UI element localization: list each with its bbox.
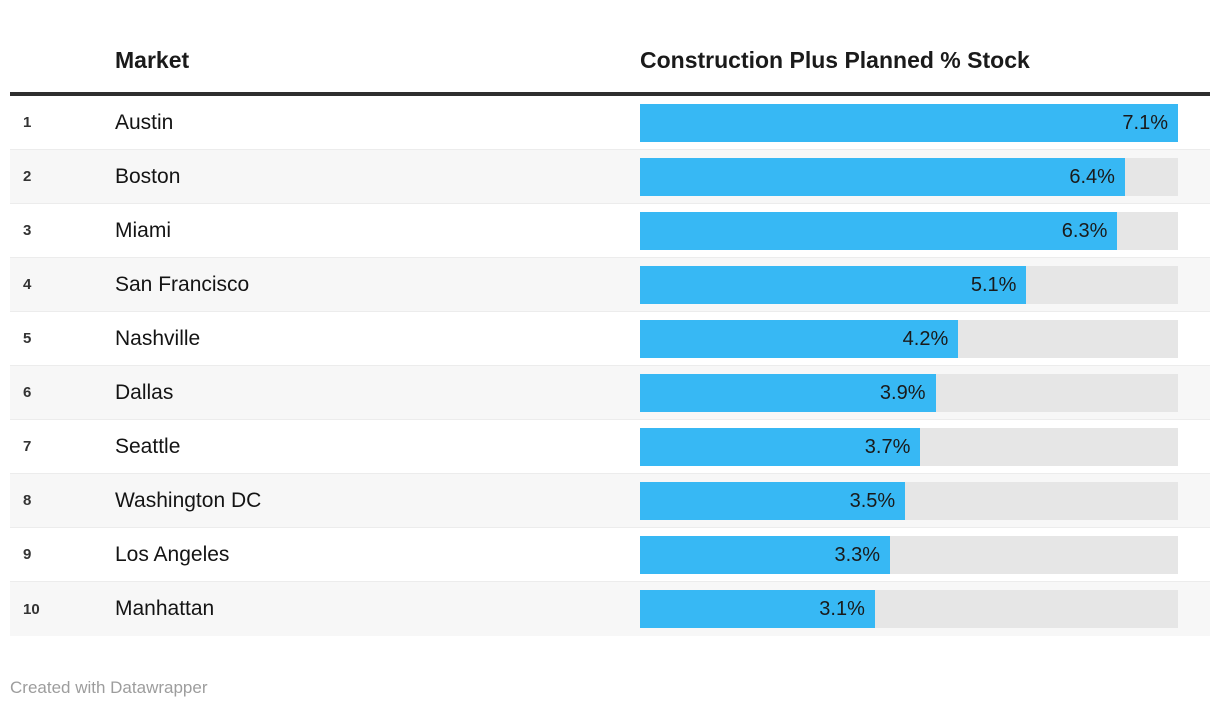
- table-row: 8 Washington DC 3.5%: [10, 474, 1210, 528]
- bar-cell: 6.3%: [640, 211, 1178, 250]
- market-column-header: Market: [115, 47, 190, 73]
- table-row: 10 Manhattan 3.1%: [10, 582, 1210, 636]
- value-bar: 3.1%: [640, 590, 875, 628]
- table-row: 9 Los Angeles 3.3%: [10, 528, 1210, 582]
- bar-value-label: 3.1%: [819, 598, 865, 620]
- value-bar: 7.1%: [640, 103, 1178, 142]
- row-market-label: Miami: [115, 218, 171, 242]
- row-market-label: Seattle: [115, 434, 181, 458]
- bar-track: 3.3%: [640, 535, 1178, 574]
- value-bar: 5.1%: [640, 265, 1027, 304]
- row-market-label: Nashville: [115, 326, 201, 350]
- bar-value-label: 3.9%: [879, 381, 926, 404]
- bar-track: 3.1%: [640, 590, 1178, 628]
- bar-track: 3.9%: [640, 373, 1178, 412]
- row-rank: 6: [23, 384, 32, 401]
- table-row: 4 San Francisco 5.1%: [10, 258, 1210, 312]
- value-bar: 3.5%: [640, 481, 906, 520]
- value-bar: 3.9%: [640, 373, 936, 412]
- value-bar: 3.3%: [640, 535, 891, 574]
- table-row: 7 Seattle 3.7%: [10, 420, 1210, 474]
- bar-track: 4.2%: [640, 319, 1178, 358]
- row-market-label: Los Angeles: [115, 542, 230, 566]
- bar-value-label: 3.7%: [864, 435, 911, 458]
- bar-track: 7.1%: [640, 103, 1178, 142]
- row-market-label: Dallas: [115, 380, 174, 404]
- value-bar: 6.3%: [640, 211, 1118, 250]
- row-rank: 3: [23, 222, 32, 239]
- table-row: 6 Dallas 3.9%: [10, 366, 1210, 420]
- row-rank: 7: [23, 438, 32, 455]
- bar-cell: 6.4%: [640, 157, 1178, 196]
- table-header: Market Construction Plus Planned % Stock: [10, 0, 1210, 96]
- bar-value-label: 5.1%: [970, 273, 1017, 296]
- table-row: 5 Nashville 4.2%: [10, 312, 1210, 366]
- row-market-label: Manhattan: [115, 597, 215, 620]
- row-rank: 8: [23, 492, 32, 509]
- bar-cell: 3.1%: [640, 590, 1178, 628]
- bar-cell: 3.9%: [640, 373, 1178, 412]
- row-rank: 1: [23, 114, 32, 131]
- value-column-header: Construction Plus Planned % Stock: [640, 47, 1030, 73]
- value-bar: 4.2%: [640, 319, 959, 358]
- bar-value-label: 6.4%: [1069, 165, 1115, 188]
- bar-track: 5.1%: [640, 265, 1178, 304]
- row-market-label: Boston: [115, 164, 181, 188]
- bar-track: 6.3%: [640, 211, 1178, 250]
- bar-value-label: 3.3%: [834, 543, 881, 566]
- bar-cell: 3.7%: [640, 427, 1178, 466]
- bar-value-label: 6.3%: [1061, 219, 1108, 242]
- bar-value-label: 3.5%: [849, 489, 896, 512]
- bar-cell: 3.3%: [640, 535, 1178, 574]
- table-body: 1 Austin 7.1% 2 Boston 6.4%: [10, 96, 1210, 636]
- table-row: 3 Miami 6.3%: [10, 204, 1210, 258]
- value-bar: 6.4%: [640, 157, 1125, 196]
- bar-cell: 4.2%: [640, 319, 1178, 358]
- bar-cell: 3.5%: [640, 481, 1178, 520]
- row-rank: 5: [23, 330, 32, 347]
- row-rank: 4: [23, 276, 32, 293]
- row-market-label: Austin: [115, 110, 174, 134]
- bar-cell: 5.1%: [640, 265, 1178, 304]
- attribution-text: Created with Datawrapper: [10, 678, 208, 697]
- bar-track: 3.5%: [640, 481, 1178, 520]
- bar-value-label: 7.1%: [1122, 111, 1168, 134]
- bar-track: 3.7%: [640, 427, 1178, 466]
- bar-cell: 7.1%: [640, 103, 1178, 142]
- row-rank: 2: [23, 168, 32, 185]
- row-rank: 9: [23, 546, 32, 563]
- row-market-label: Washington DC: [115, 488, 262, 512]
- row-rank: 10: [23, 600, 40, 618]
- row-market-label: San Francisco: [115, 272, 250, 296]
- bar-track: 6.4%: [640, 157, 1178, 196]
- value-bar: 3.7%: [640, 427, 921, 466]
- table-row: 2 Boston 6.4%: [10, 150, 1210, 204]
- table-row: 1 Austin 7.1%: [10, 96, 1210, 150]
- bar-value-label: 4.2%: [902, 327, 949, 350]
